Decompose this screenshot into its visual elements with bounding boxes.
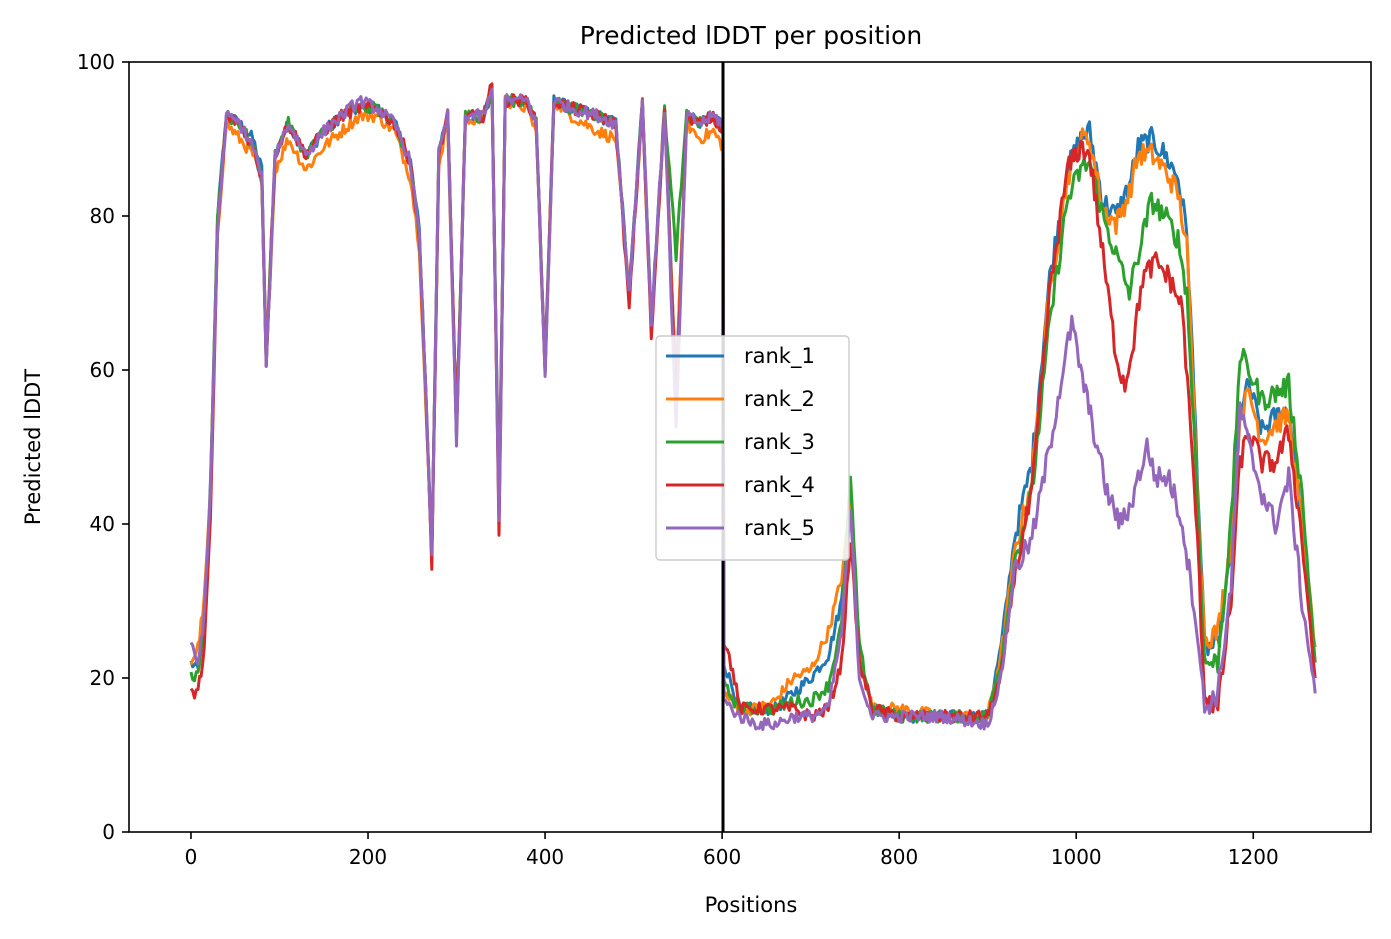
- x-axis-ticks: 0 200 400 600 800 1000 1200: [185, 832, 1279, 869]
- y-axis-label: Predicted lDDT: [21, 369, 45, 525]
- x-tick-label: 800: [880, 845, 918, 869]
- legend-label-rank_1: rank_1: [744, 344, 815, 369]
- legend-label-rank_4: rank_4: [744, 473, 815, 498]
- chart-title: Predicted lDDT per position: [580, 21, 922, 50]
- legend-label-rank_5: rank_5: [744, 516, 815, 541]
- x-tick-label: 0: [185, 845, 198, 869]
- x-tick-label: 1200: [1228, 845, 1279, 869]
- series-line-rank_5: [189, 87, 1317, 732]
- y-axis-ticks: 0 20 40 60 80 100: [77, 50, 129, 844]
- legend-label-rank_2: rank_2: [744, 387, 815, 412]
- y-tick-label: 80: [90, 204, 115, 228]
- y-tick-label: 20: [90, 666, 115, 690]
- y-tick-label: 0: [102, 820, 115, 844]
- legend-label-rank_3: rank_3: [744, 430, 815, 455]
- x-axis-label: Positions: [705, 893, 798, 917]
- x-tick-label: 400: [526, 845, 564, 869]
- legend-box: [655, 335, 850, 561]
- y-tick-label: 100: [77, 50, 115, 74]
- y-tick-label: 40: [90, 512, 115, 536]
- series-layer: [189, 82, 1317, 732]
- axes-frame: [128, 61, 1372, 833]
- x-tick-label: 1000: [1051, 845, 1102, 869]
- legend: rank_1 rank_2 rank_3 rank_4 rank_5: [655, 335, 850, 561]
- x-tick-label: 600: [703, 845, 741, 869]
- y-tick-label: 60: [90, 358, 115, 382]
- x-tick-label: 200: [349, 845, 387, 869]
